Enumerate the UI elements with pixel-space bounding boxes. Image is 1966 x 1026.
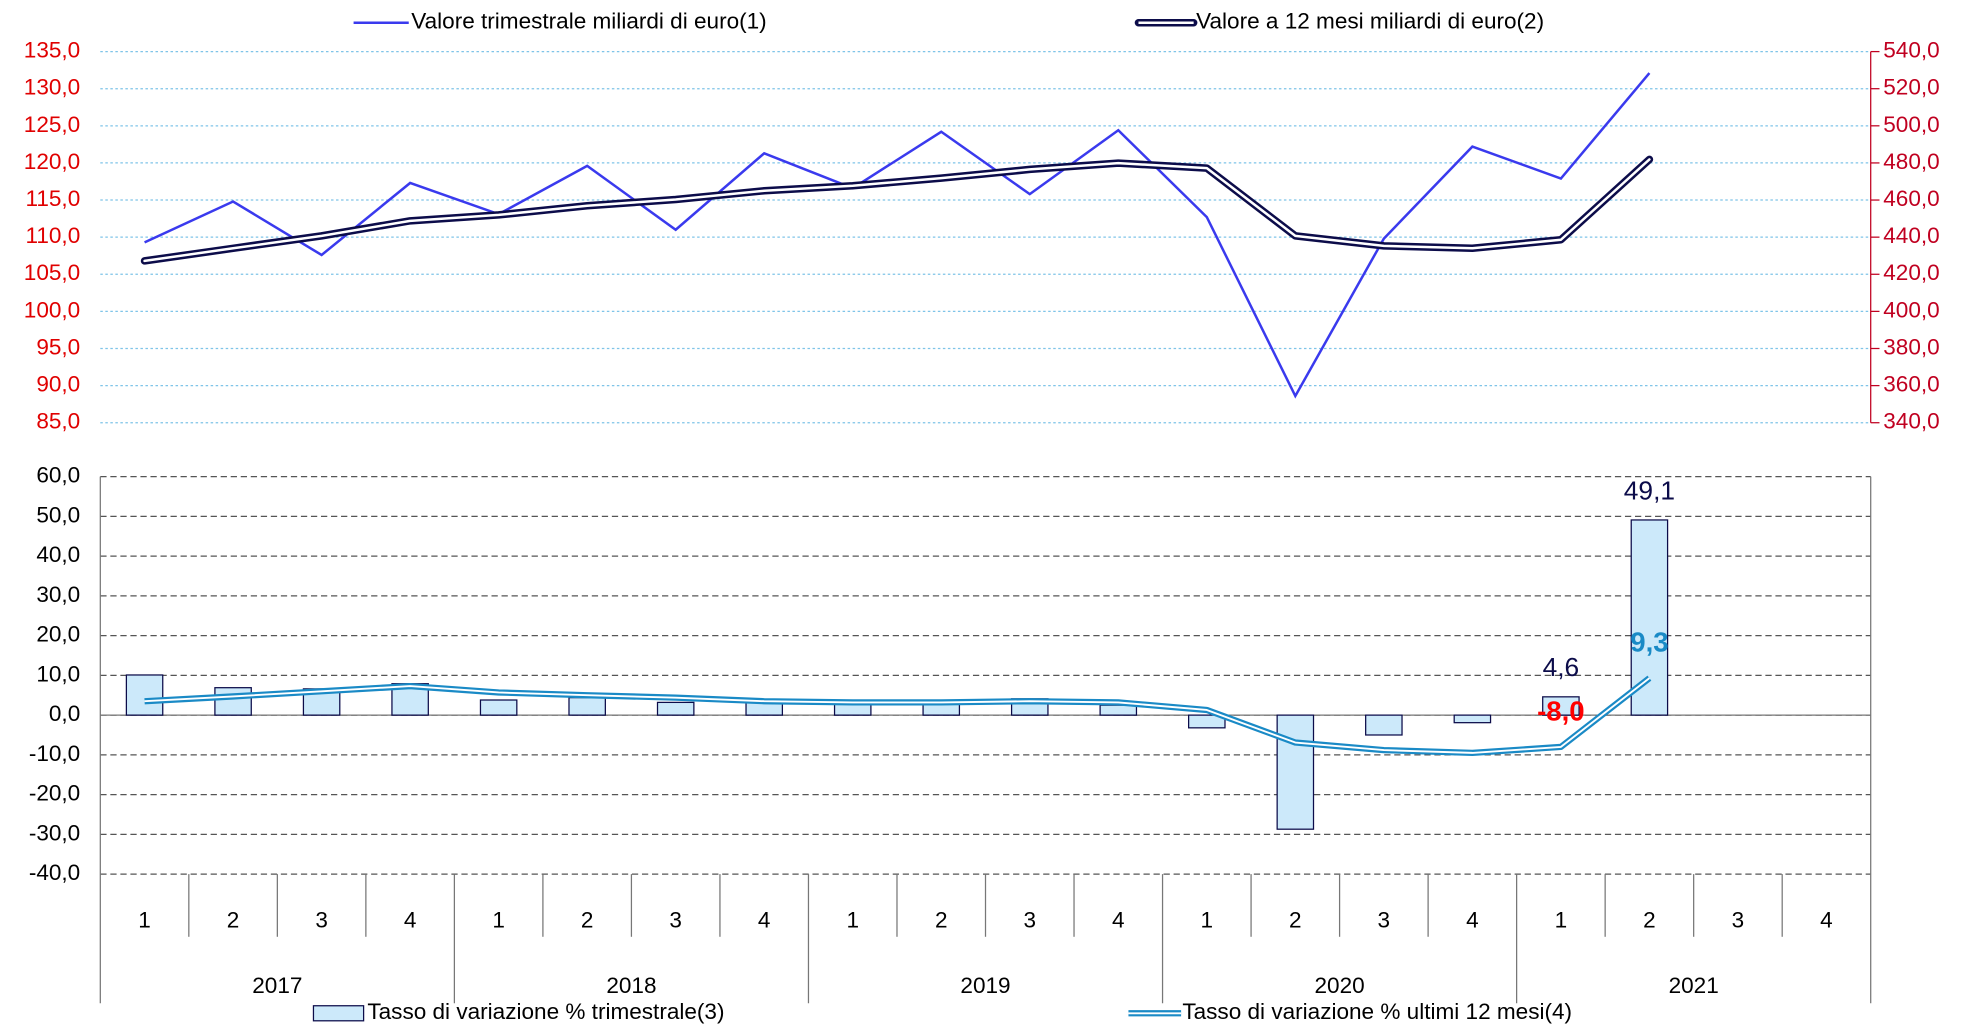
legend-label: Valore a 12 mesi miliardi di euro(2) <box>1196 9 1544 34</box>
y-tick-label: 90,0 <box>36 372 80 397</box>
y-tick-label: 130,0 <box>24 75 80 100</box>
x-tick-label: 2 <box>1289 908 1302 933</box>
bar-value-label: 49,1 <box>1624 475 1675 505</box>
x-tick-label: 1 <box>846 908 859 933</box>
bar-value-label: 4,6 <box>1543 652 1580 682</box>
y2-tick-label: 540,0 <box>1883 38 1939 63</box>
line-inner <box>143 158 1651 263</box>
y-tick-label: 40,0 <box>36 542 80 567</box>
bar <box>1365 714 1403 736</box>
x-tick-label: 3 <box>315 908 328 933</box>
y2-tick-label: 420,0 <box>1883 260 1939 285</box>
line-value-label: 9,3 <box>1630 627 1668 658</box>
y2-tick-label: 440,0 <box>1883 223 1939 248</box>
y-tick-label: 0,0 <box>49 701 80 726</box>
y2-tick-label: 340,0 <box>1883 409 1939 434</box>
y-tick-label: 50,0 <box>36 502 80 527</box>
bar <box>479 699 518 716</box>
bar <box>1542 696 1580 716</box>
line-value-label: -8,0 <box>1537 695 1585 726</box>
y-tick-label: 20,0 <box>36 622 80 647</box>
year-label: 2020 <box>1315 973 1365 998</box>
y-tick-label: 95,0 <box>36 334 80 359</box>
legend-label: Valore trimestrale miliardi di euro(1) <box>411 9 766 34</box>
x-tick-label: 3 <box>669 908 682 933</box>
x-tick-label: 1 <box>1201 908 1214 933</box>
x-tick-label: 3 <box>1023 908 1036 933</box>
y-tick-label: 10,0 <box>36 661 80 686</box>
y2-tick-label: 380,0 <box>1883 334 1939 359</box>
y-tick-label: 60,0 <box>36 463 80 488</box>
line-series <box>144 72 1651 399</box>
x-tick-label: 4 <box>1112 908 1125 933</box>
y-tick-label: -30,0 <box>29 820 80 845</box>
x-tick-label: 4 <box>404 908 417 933</box>
x-tick-label: 2 <box>227 908 240 933</box>
year-label: 2019 <box>960 973 1010 998</box>
y-tick-label: -10,0 <box>29 741 80 766</box>
y-tick-label: 115,0 <box>25 186 80 211</box>
line-series <box>140 155 1654 265</box>
y-tick-label: 135,0 <box>24 38 80 63</box>
y2-tick-label: 500,0 <box>1883 112 1939 137</box>
y2-tick-label: 480,0 <box>1883 149 1939 174</box>
legend-label: Tasso di variazione % ultimi 12 mesi(4) <box>1182 999 1572 1024</box>
y2-tick-label: 520,0 <box>1883 75 1939 100</box>
bar <box>214 687 252 716</box>
year-label: 2017 <box>252 973 302 998</box>
bar <box>1188 714 1226 729</box>
x-tick-label: 3 <box>1378 908 1391 933</box>
x-tick-label: 2 <box>935 908 948 933</box>
line-inner <box>144 677 1650 754</box>
x-tick-label: 2 <box>581 908 594 933</box>
bar <box>833 703 872 716</box>
legend-swatch <box>312 1005 365 1022</box>
x-tick-label: 4 <box>1820 908 1833 933</box>
x-tick-label: 1 <box>138 908 151 933</box>
y-tick-label: 30,0 <box>36 582 80 607</box>
y-tick-label: 125,0 <box>24 112 80 137</box>
legend-label: Tasso di variazione % trimestrale(3) <box>367 999 724 1024</box>
bar <box>656 701 695 716</box>
x-tick-label: 4 <box>758 908 771 933</box>
x-tick-label: 1 <box>492 908 505 933</box>
y-tick-label: 85,0 <box>36 409 80 434</box>
y-tick-label: 105,0 <box>24 260 80 285</box>
y-tick-label: -20,0 <box>29 781 80 806</box>
y2-tick-label: 360,0 <box>1883 372 1939 397</box>
bar <box>125 674 164 716</box>
y2-tick-label: 400,0 <box>1883 297 1939 322</box>
year-label: 2021 <box>1669 973 1719 998</box>
y-tick-label: 110,0 <box>25 223 80 248</box>
y-tick-label: 100,0 <box>24 297 80 322</box>
bar <box>1276 714 1315 830</box>
bar <box>568 697 606 716</box>
x-tick-label: 3 <box>1732 908 1745 933</box>
bar <box>1099 704 1138 716</box>
bar <box>1630 519 1669 716</box>
x-tick-label: 4 <box>1466 908 1479 933</box>
x-tick-label: 1 <box>1555 908 1568 933</box>
year-label: 2018 <box>606 973 656 998</box>
bar <box>1453 714 1492 724</box>
x-tick-label: 2 <box>1643 908 1656 933</box>
y2-tick-label: 460,0 <box>1883 186 1939 211</box>
y-tick-label: -40,0 <box>29 860 80 885</box>
y-tick-label: 120,0 <box>24 149 80 174</box>
